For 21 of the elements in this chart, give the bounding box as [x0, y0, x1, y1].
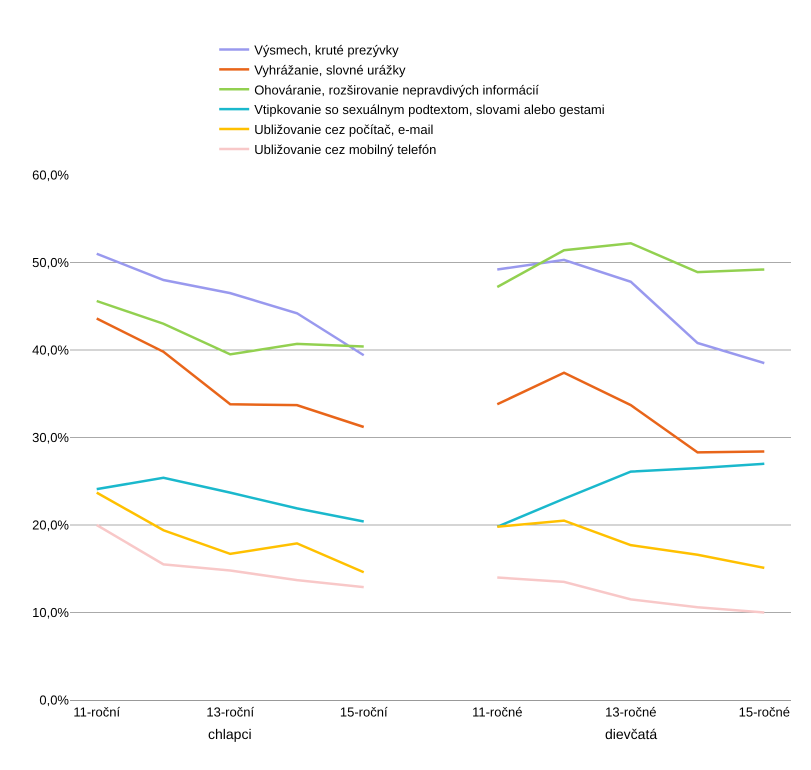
x-tick-label: 15-ročné: [738, 704, 790, 720]
x-tick-label: 11-roční: [73, 704, 120, 720]
legend-label: Ubližovanie cez mobilný telefón: [254, 142, 436, 158]
legend-label: Vyhrážanie, slovné urážky: [254, 62, 406, 78]
text: dievčatá: [605, 726, 658, 742]
legend-label: Ubližovanie cez počítač, e-mail: [254, 122, 434, 138]
y-tick-label: 20,0%: [32, 518, 70, 533]
x-tick-label: 13-roční: [206, 704, 254, 720]
y-tick-label: 30,0%: [32, 430, 70, 446]
x-tick-label: 13-ročné: [605, 704, 656, 720]
y-tick-label: 60,0%: [32, 168, 70, 183]
x-tick-label: 15-roční: [340, 704, 388, 720]
legend-label: Ohováranie, rozširovanie nepravdivých informácií: [254, 82, 540, 98]
y-tick-label: 40,0%: [32, 342, 70, 358]
x-tick-label: 11-ročné: [472, 704, 522, 720]
text: chlapci: [208, 726, 252, 742]
legend-label: Vtipkovanie so sexuálnym podtextom, slovami alebo gestami: [254, 102, 605, 118]
y-tick-label: 10,0%: [32, 605, 70, 620]
y-tick-label: 0,0%: [39, 692, 70, 708]
legend-label: Výsmech, kruté prezývky: [254, 42, 400, 58]
y-tick-label: 50,0%: [32, 255, 70, 270]
